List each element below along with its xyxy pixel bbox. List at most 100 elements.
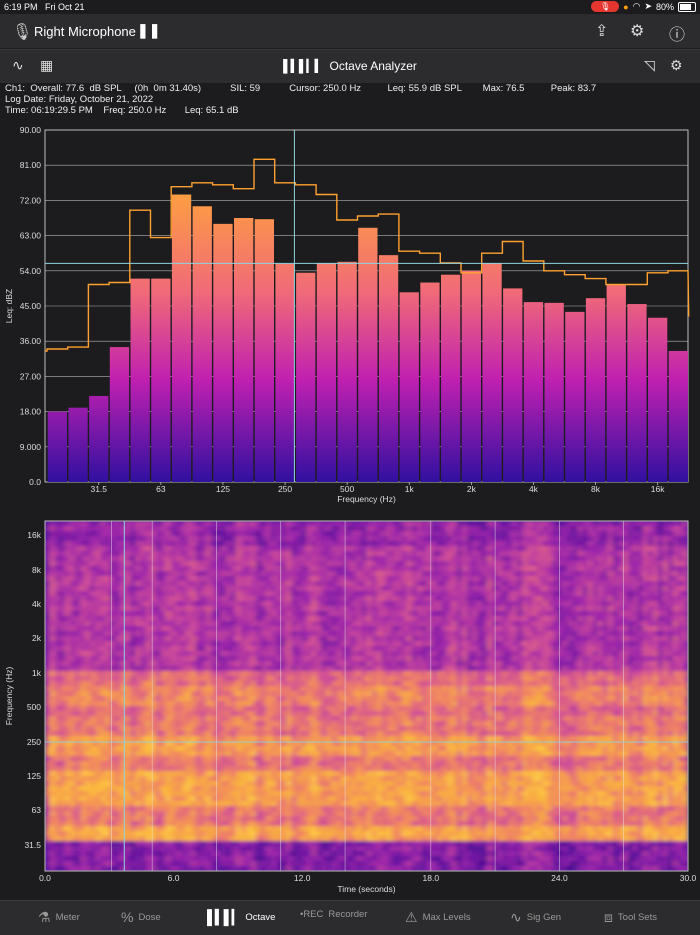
spectrogram-cell bbox=[588, 626, 594, 632]
spectrogram-cell bbox=[618, 656, 624, 662]
spectrogram-cell bbox=[80, 571, 86, 577]
spectrogram-cell bbox=[487, 526, 493, 532]
spectrogram-cell bbox=[673, 686, 679, 692]
spectrogram-cell bbox=[271, 606, 277, 612]
spectrogram-cell bbox=[527, 691, 533, 697]
spectrogram-cell bbox=[261, 621, 267, 627]
spectrogram-cell bbox=[633, 591, 639, 597]
spectrogram-cell bbox=[286, 646, 292, 652]
spectrogram-cell bbox=[150, 536, 156, 542]
spectrogram-cell bbox=[241, 591, 247, 597]
spectrogram-cell bbox=[457, 566, 463, 572]
spectrogram-cell bbox=[115, 626, 121, 632]
spectrogram-cell bbox=[512, 541, 518, 547]
pause-button[interactable]: ❚❚ bbox=[137, 22, 160, 39]
spectrogram-cell bbox=[140, 601, 146, 607]
spectrogram-cell bbox=[100, 571, 106, 577]
spectrogram-cell bbox=[577, 521, 583, 527]
spectrogram-cell bbox=[447, 531, 453, 537]
graph-view-icon[interactable]: ◹ bbox=[644, 57, 655, 74]
spectrogram-cell bbox=[427, 556, 433, 562]
spectrogram-cell bbox=[356, 591, 362, 597]
analyzer-settings-icon[interactable]: ⚙ bbox=[670, 57, 683, 74]
spectrogram-cell bbox=[246, 706, 252, 712]
spectrogram-cell bbox=[628, 696, 634, 702]
spectrogram-cell bbox=[603, 631, 609, 637]
spectrogram-cell bbox=[80, 691, 86, 697]
spectrogram-cell bbox=[261, 566, 267, 572]
spectrogram-cell bbox=[336, 671, 342, 677]
spectrogram-cell bbox=[135, 596, 141, 602]
spectrogram-cell bbox=[125, 531, 131, 537]
spectrogram-cell bbox=[196, 631, 202, 637]
spectrogram-cell bbox=[678, 551, 684, 557]
spectrogram-cell bbox=[236, 616, 242, 622]
spectrogram-cell bbox=[161, 611, 167, 617]
spectrogram-cell bbox=[613, 661, 619, 667]
spectrogram-cell bbox=[311, 596, 317, 602]
spectrogram-cell bbox=[512, 706, 518, 712]
spectrogram-cell bbox=[311, 566, 317, 572]
octave-bar-chart[interactable]: 0.09.00018.0027.0036.0045.0054.0063.0072… bbox=[4, 125, 689, 504]
spectrogram-cell bbox=[648, 576, 654, 582]
spectrogram-cell bbox=[447, 586, 453, 592]
info-icon[interactable]: ⓘ bbox=[669, 21, 685, 45]
spectrogram-cell bbox=[261, 701, 267, 707]
spectrogram-cell bbox=[567, 686, 573, 692]
spectrogram-cell bbox=[85, 576, 91, 582]
settings-gear-icon[interactable]: ⚙ bbox=[630, 21, 644, 41]
spectrogram-cell bbox=[412, 541, 418, 547]
spectrogram-cell bbox=[598, 671, 604, 677]
spectrogram-cell bbox=[186, 606, 192, 612]
spectrogram-cell bbox=[341, 646, 347, 652]
spectrogram-cell bbox=[331, 656, 337, 662]
spectrogram-cell bbox=[221, 571, 227, 577]
spectrogram-cell bbox=[100, 666, 106, 672]
spectrogram-cell bbox=[75, 691, 81, 697]
spectrogram-cell bbox=[75, 701, 81, 707]
spectrogram-cell bbox=[140, 691, 146, 697]
spectrogram-cell bbox=[577, 526, 583, 532]
spectrogram-cell bbox=[226, 601, 232, 607]
spectrogram-cell bbox=[542, 611, 548, 617]
spectrogram-cell bbox=[150, 656, 156, 662]
spectrogram-cell bbox=[356, 601, 362, 607]
spectrogram-cell bbox=[191, 531, 197, 537]
spectrogram-cell bbox=[55, 596, 61, 602]
spectrogram-cell bbox=[532, 666, 538, 672]
spectrogram-cell bbox=[236, 551, 242, 557]
spectrogram-cell bbox=[432, 526, 438, 532]
spectrogram-cell bbox=[130, 541, 136, 547]
spectrogram-cell bbox=[532, 566, 538, 572]
spectrogram-cell bbox=[562, 526, 568, 532]
spectrogram-cell bbox=[567, 641, 573, 647]
octave-bar bbox=[213, 224, 232, 482]
spectrogram-cell bbox=[603, 551, 609, 557]
spectrogram-cell bbox=[663, 656, 669, 662]
spectrogram-cell bbox=[628, 666, 634, 672]
spectrogram-cell bbox=[572, 606, 578, 612]
spectrogram-cell bbox=[140, 551, 146, 557]
spectrogram-cell bbox=[181, 576, 187, 582]
share-icon[interactable]: ⇪ bbox=[595, 21, 608, 41]
spectrogram-cell bbox=[613, 576, 619, 582]
input-source-label[interactable]: Right Microphone bbox=[34, 24, 136, 39]
spectrogram-cell bbox=[552, 676, 558, 682]
microphone-icon[interactable]: 🎙︎ bbox=[12, 22, 32, 42]
spectrogram-cell bbox=[457, 546, 463, 552]
spectrogram-cell bbox=[70, 666, 76, 672]
spectrogram-cell bbox=[150, 696, 156, 702]
spectrogram-cell bbox=[457, 651, 463, 657]
spectrogram-cell bbox=[351, 646, 357, 652]
charts-area[interactable]: 0.09.00018.0027.0036.0045.0054.0063.0072… bbox=[0, 118, 700, 898]
spectrogram-cell bbox=[512, 686, 518, 692]
spectrogram-cell bbox=[65, 586, 71, 592]
spectrogram-cell bbox=[135, 641, 141, 647]
spectrogram-cell bbox=[156, 546, 162, 552]
spectrogram-cell bbox=[90, 591, 96, 597]
spectrogram-cell bbox=[452, 531, 458, 537]
spectrogram-cell bbox=[306, 581, 312, 587]
spectrogram-cell bbox=[45, 566, 51, 572]
spectrogram-cell bbox=[613, 586, 619, 592]
